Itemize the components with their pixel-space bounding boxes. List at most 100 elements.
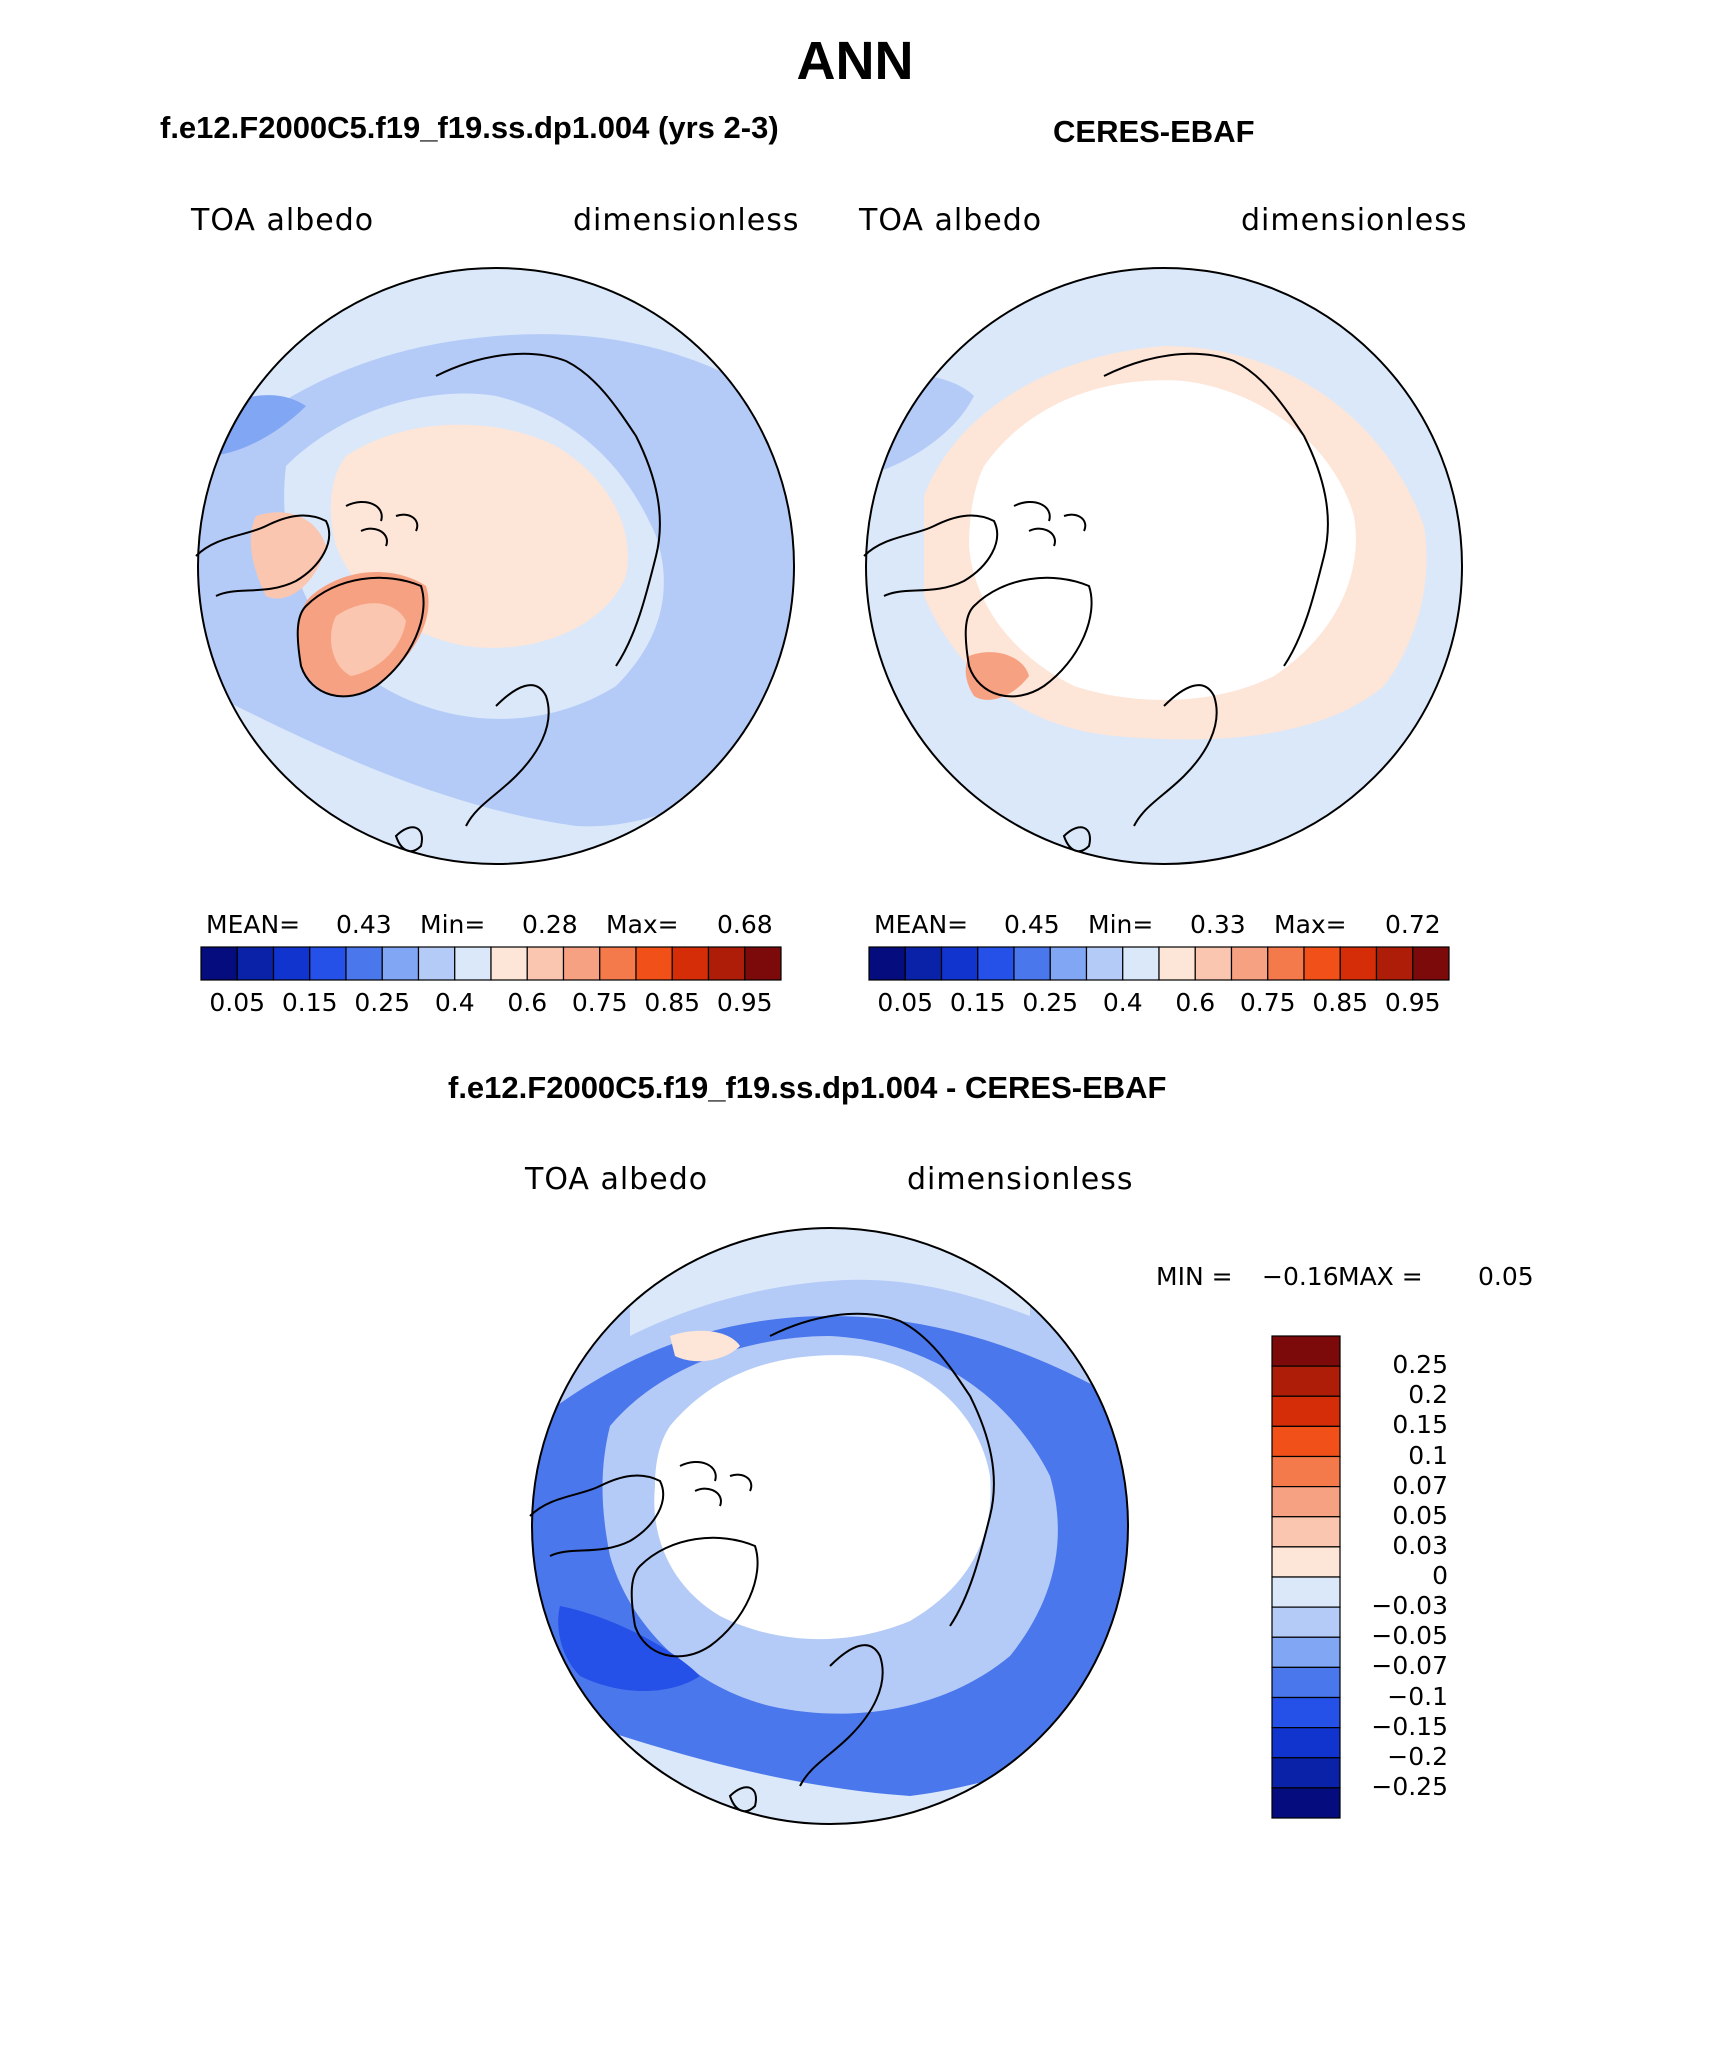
pacific-lighter (630, 1228, 1030, 1336)
colorbar-2-swatch (868, 946, 906, 981)
missing-data-arctic (654, 1355, 991, 1640)
colorbar-1-tick-label: 0.75 (571, 988, 628, 1017)
colorbar-2-tick-label: 0.75 (1239, 988, 1296, 1017)
colorbar-2-swatch (1122, 946, 1160, 981)
colorbar-1-swatch (309, 946, 347, 981)
colorbar-2-tick-label: 0.25 (1022, 988, 1079, 1017)
colorbar-3-tick-label: 0.25 (1392, 1350, 1448, 1380)
colorbar-3-tick-label: 0.15 (1392, 1410, 1448, 1440)
coastline-scandinavia (799, 1644, 884, 1787)
coastline-north-america (863, 514, 999, 597)
coastline-archipelago (345, 501, 419, 547)
coastline-scandinavia (1133, 684, 1218, 827)
colorbar-2-swatch (940, 946, 979, 981)
coastline-greenland (630, 1536, 759, 1658)
panel-1-min-value: 0.28 (522, 910, 578, 939)
coastlines (529, 1312, 995, 1813)
panel-2-title: CERES-EBAF (1053, 114, 1255, 149)
atlantic-strong (558, 1606, 700, 1691)
colorbar-panel-3 (1271, 1335, 1341, 1819)
colorbar-3-swatch (1271, 1606, 1341, 1638)
greenland-core (331, 603, 406, 676)
panel-2-max-value: 0.72 (1385, 910, 1441, 939)
colorbar-1-ticks: 0.05 0.15 0.25 0.4 0.6 0.75 0.85 0.95 (201, 988, 781, 1020)
coastline-archipelago (679, 1461, 753, 1507)
colorbar-2-swatch (1194, 946, 1233, 981)
colorbar-3-tick-label: 0.03 (1392, 1530, 1448, 1560)
colorbar-1-swatch (707, 946, 746, 981)
pacific-positive (670, 1330, 740, 1362)
colorbar-2-swatch (1375, 946, 1414, 981)
colorbar-1-tick-label: 0.15 (281, 988, 338, 1017)
colorbar-2-swatch (904, 946, 943, 981)
colorbar-3-swatch (1271, 1787, 1341, 1819)
colorbar-3-swatch (1271, 1636, 1341, 1668)
coastline-eurasia (435, 352, 661, 667)
colorbar-3-tick-label: −0.05 (1371, 1621, 1448, 1651)
colorbar-3-tick-label: −0.2 (1387, 1741, 1448, 1771)
colorbar-3-tick-label: −0.1 (1387, 1681, 1448, 1711)
panel-2-mean-label: MEAN= (874, 910, 969, 939)
colorbar-1-tick-label: 0.05 (209, 988, 266, 1017)
coastline-eurasia (1103, 352, 1329, 667)
colorbar-1-swatch (744, 946, 782, 981)
coastline-scandinavia (465, 684, 550, 827)
colorbar-3-swatch (1271, 1365, 1341, 1397)
panel-2-mean-value: 0.45 (1004, 910, 1060, 939)
coastline-eurasia (769, 1312, 995, 1627)
coastline-archipelago (1013, 501, 1087, 547)
colorbar-3-tick-label: 0.07 (1392, 1470, 1448, 1500)
panel-1-max-label: Max= (606, 910, 679, 939)
colorbar-1-tick-label: 0.4 (434, 988, 475, 1017)
colorbar-3-swatch (1271, 1727, 1341, 1759)
colorbar-2-swatch (1158, 946, 1196, 981)
colorbar-2-tick-label: 0.4 (1102, 988, 1143, 1017)
coastline-british-isles (1062, 826, 1091, 853)
colorbar-3-tick-label: 0.2 (1408, 1380, 1448, 1410)
panel-3-units-label: dimensionless (907, 1162, 1134, 1197)
panel-1-variable-label: TOA albedo (191, 203, 375, 238)
map-border (865, 267, 1463, 865)
colorbar-3-ticks: 0.25 0.2 0.15 0.1 0.07 0.05 0.03 0 −0.03 −0.05 −0.… (1348, 1336, 1468, 1818)
coastline-british-isles (394, 826, 423, 853)
colorbar-3-swatch (1271, 1696, 1341, 1729)
colorbar-2-swatch (1230, 946, 1269, 981)
colorbar-3-swatch (1271, 1425, 1341, 1458)
colorbar-1-swatch (635, 946, 673, 981)
panel-1-max-value: 0.68 (717, 910, 773, 939)
colorbar-2-swatch (1013, 946, 1051, 981)
panel-2-min-label: Min= (1088, 910, 1154, 939)
colorbar-panel-1 (200, 946, 782, 981)
colorbar-2-swatch (1339, 946, 1378, 981)
panel-3-max-label: MAX = (1338, 1262, 1423, 1291)
colorbar-panel-2 (868, 946, 1450, 981)
colorbar-3-swatch (1271, 1395, 1341, 1427)
figure-title: ANN (796, 31, 914, 91)
colorbar-1-swatch (417, 946, 456, 981)
colorbar-1-swatch (345, 946, 383, 981)
colorbar-1-swatch (671, 946, 710, 981)
panel-3-variable-label: TOA albedo (525, 1162, 709, 1197)
colorbar-3-swatch (1271, 1546, 1341, 1578)
coastline-north-america (195, 514, 331, 597)
panel-3-min-value: −0.16 (1262, 1262, 1339, 1291)
map-panel-3 (529, 1227, 1129, 1825)
colorbar-1-tick-label: 0.6 (507, 988, 548, 1017)
colorbar-2-swatch (1267, 946, 1305, 981)
colorbar-2-ticks: 0.05 0.15 0.25 0.4 0.6 0.75 0.85 0.95 (869, 988, 1449, 1020)
colorbar-1-tick-label: 0.95 (716, 988, 773, 1017)
colorbar-3-swatch (1271, 1486, 1341, 1518)
colorbar-2-swatch (1085, 946, 1124, 981)
colorbar-2-tick-label: 0.05 (877, 988, 934, 1017)
coastlines (863, 352, 1329, 853)
colorbar-2-swatch (977, 946, 1015, 981)
map-border (531, 1227, 1129, 1825)
colorbar-3-swatch (1271, 1516, 1341, 1548)
colorbar-3-swatch (1271, 1455, 1341, 1488)
colorbar-1-swatch (272, 946, 311, 981)
map-panel-2 (863, 267, 1463, 865)
panel-2-min-value: 0.33 (1190, 910, 1246, 939)
colorbar-3-tick-label: 0 (1432, 1561, 1448, 1590)
colorbar-1-swatch (454, 946, 492, 981)
panel-2-max-label: Max= (1274, 910, 1347, 939)
